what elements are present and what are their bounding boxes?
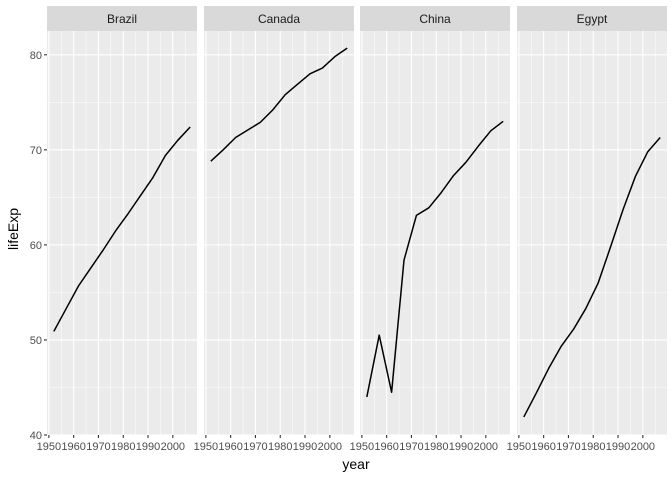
facet-canada: Canada 1950 1960 1970 1980 1990 2000 — [194, 6, 354, 453]
x-tick-label: 1980 — [581, 441, 605, 453]
x-tick-label: 1980 — [268, 441, 292, 453]
y-tick-label: 80 — [30, 50, 42, 62]
x-tick-label: 1990 — [449, 441, 473, 453]
x-tick-label: 1960 — [61, 441, 85, 453]
x-tick-label: 1960 — [531, 441, 555, 453]
x-tick-label: 1990 — [293, 441, 317, 453]
series-line-china — [366, 120, 504, 398]
panel-background — [47, 31, 197, 435]
panel-background — [360, 31, 510, 435]
x-tick-label: 1970 — [399, 441, 423, 453]
panel-background — [517, 31, 667, 435]
x-tick-label: 1980 — [111, 441, 135, 453]
series-line-brazil — [53, 126, 191, 332]
facet-strip — [204, 6, 354, 31]
x-tick-label: 1970 — [556, 441, 580, 453]
x-tick-label: 1950 — [507, 441, 531, 453]
x-tick-label: 1960 — [374, 441, 398, 453]
x-tick-label: 2000 — [631, 441, 655, 453]
panel-background — [204, 31, 354, 435]
facet-strip-label: Canada — [258, 12, 300, 26]
x-tick-label: 1960 — [218, 441, 242, 453]
x-tick-label: 2000 — [318, 441, 342, 453]
facet-strip-label: Brazil — [107, 12, 137, 26]
facet-strip — [47, 6, 197, 31]
y-tick-label: 40 — [30, 430, 42, 442]
x-tick-label: 1990 — [136, 441, 160, 453]
x-tick-label: 1980 — [424, 441, 448, 453]
x-tick-label: 1950 — [194, 441, 218, 453]
x-tick-label: 1950 — [37, 441, 61, 453]
facet-strip-label: China — [419, 12, 451, 26]
facet-egypt: Egypt 1950 1960 1970 1980 1990 2000 — [507, 6, 667, 453]
y-axis: 40 50 60 70 80 — [30, 50, 47, 442]
x-tick-label: 1990 — [606, 441, 630, 453]
y-tick-label: 60 — [30, 240, 42, 252]
facet-strip-label: Egypt — [577, 12, 608, 26]
series-line-canada — [210, 47, 348, 162]
facet-strip — [360, 6, 510, 31]
x-tick-label: 2000 — [161, 441, 185, 453]
x-tick-label: 1950 — [350, 441, 374, 453]
y-tick-label: 50 — [30, 335, 42, 347]
series-line-egypt — [523, 136, 661, 418]
y-axis-title: lifeExp — [5, 208, 21, 250]
facet-brazil: Brazil 1950 1960 1970 1980 1990 2000 — [37, 6, 197, 453]
x-tick-label: 1970 — [86, 441, 110, 453]
x-tick-label: 1970 — [243, 441, 267, 453]
facet-china: China 1950 1960 1970 1980 1990 2000 — [350, 6, 510, 453]
y-tick-label: 70 — [30, 145, 42, 157]
x-tick-label: 2000 — [474, 441, 498, 453]
x-axis-title: year — [342, 456, 370, 472]
facet-strip — [517, 6, 667, 31]
